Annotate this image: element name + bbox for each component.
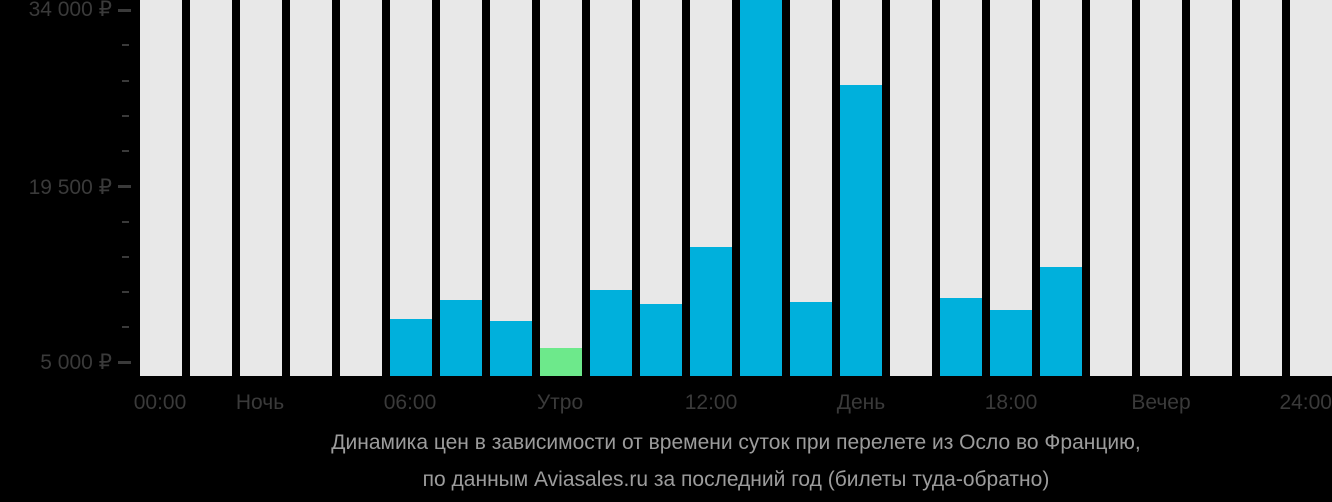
y-axis-minor-tick — [122, 326, 129, 329]
price-bar-hour-05 — [390, 318, 432, 376]
hour-column-22 — [1240, 0, 1282, 376]
x-axis-label: 06:00 — [383, 391, 437, 414]
price-bar-hour-08 — [540, 348, 582, 376]
hour-column-05 — [390, 0, 432, 376]
hour-column-17 — [990, 0, 1032, 376]
y-axis-minor-tick — [122, 150, 129, 153]
hour-column-19 — [1090, 0, 1132, 376]
hour-column-12 — [740, 0, 782, 376]
price-bar-hour-06 — [440, 299, 482, 376]
y-axis-minor-tick — [122, 220, 129, 223]
hour-column-01 — [190, 0, 232, 376]
price-bar-hour-14 — [840, 85, 882, 376]
hour-column-04 — [340, 0, 382, 376]
price-bar-hour-12 — [740, 0, 782, 376]
y-axis-minor-tick — [122, 44, 129, 47]
y-axis-major-tick — [118, 184, 131, 188]
price-bar-hour-10 — [640, 304, 682, 376]
hour-column-15 — [890, 0, 932, 376]
price-bar-hour-13 — [790, 301, 832, 376]
price-bar-hour-09 — [590, 289, 632, 376]
hour-column-13 — [790, 0, 832, 376]
plot-area — [140, 0, 1332, 376]
hour-column-02 — [240, 0, 282, 376]
hour-column-10 — [640, 0, 682, 376]
hour-column-09 — [590, 0, 632, 376]
hour-column-08 — [540, 0, 582, 376]
y-axis-minor-tick — [122, 291, 129, 294]
x-axis-label: Ночь — [235, 391, 285, 414]
y-axis-tick-label: 19 500 ₽ — [28, 176, 112, 199]
y-axis-tick-label: 5 000 ₽ — [40, 351, 112, 374]
hour-column-20 — [1140, 0, 1182, 376]
y-axis-major-tick — [118, 361, 131, 365]
x-axis-label: День — [836, 391, 886, 414]
y-axis-minor-tick — [122, 255, 129, 258]
y-axis-major-tick — [118, 8, 131, 12]
price-bar-hour-07 — [490, 321, 532, 376]
hour-column-21 — [1190, 0, 1232, 376]
caption-subtitle: по данным Aviasales.ru за последний год … — [422, 468, 1050, 491]
x-axis: 00:00 Ночь 06:00 Утро 12:00 День 18:00 В… — [0, 390, 1332, 416]
y-axis-minor-tick — [122, 114, 129, 117]
x-axis-label: 00:00 — [133, 391, 187, 414]
price-bar-hour-11 — [690, 247, 732, 376]
caption-title: Динамика цен в зависимости от времени су… — [331, 431, 1141, 454]
y-axis: 34 000 ₽ 19 500 ₽ 5 000 ₽ — [0, 0, 140, 380]
chart-caption: Динамика цен в зависимости от времени су… — [140, 430, 1332, 493]
hour-column-23 — [1290, 0, 1332, 376]
x-axis-label: 12:00 — [684, 391, 738, 414]
y-axis-minor-tick — [122, 79, 129, 82]
hour-column-11 — [690, 0, 732, 376]
hour-column-18 — [1040, 0, 1082, 376]
hour-column-06 — [440, 0, 482, 376]
x-axis-label: 18:00 — [984, 391, 1038, 414]
y-axis-tick-label: 34 000 ₽ — [28, 0, 112, 21]
hour-column-07 — [490, 0, 532, 376]
hour-column-00 — [140, 0, 182, 376]
x-axis-label: Утро — [536, 391, 584, 414]
hour-column-14 — [840, 0, 882, 376]
hour-column-16 — [940, 0, 982, 376]
x-axis-label: 24:00 — [1279, 391, 1332, 414]
x-axis-label: Вечер — [1131, 391, 1191, 414]
price-bar-hour-18 — [1040, 266, 1082, 376]
price-bar-hour-16 — [940, 298, 982, 376]
price-bar-hour-17 — [990, 310, 1032, 376]
hour-column-03 — [290, 0, 332, 376]
